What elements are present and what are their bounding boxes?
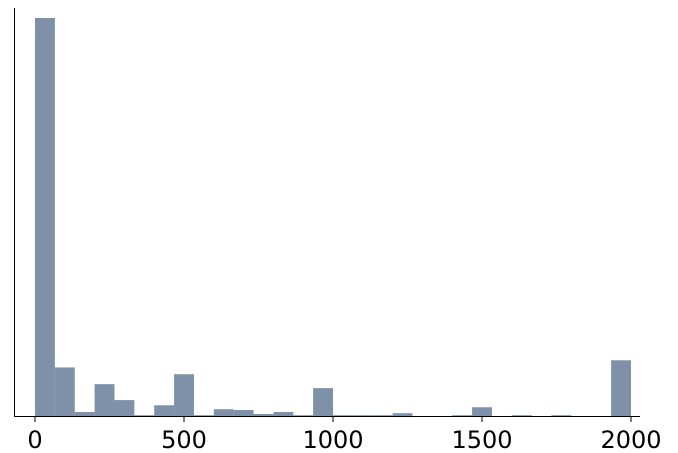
histogram-bar [273,412,294,416]
histogram-bar [253,414,274,416]
histogram-bar [94,384,115,416]
x-axis-ticks: 0 500 1000 1500 2000 [27,416,662,453]
histogram-bar [35,18,55,416]
histogram-bar [313,388,333,416]
histogram-bar [154,405,175,416]
histogram-bar [114,400,135,416]
x-tick-label: 2000 [600,426,661,453]
histogram-bar [54,367,75,416]
histogram-bar [174,374,194,416]
histogram-bar [352,415,373,416]
histogram-bar [213,409,234,416]
histogram-bar [372,415,393,416]
histogram-bar [511,415,532,416]
histogram-bar [193,415,214,416]
histogram-bar [472,407,492,416]
histogram-bar [74,412,95,416]
histogram-bar [551,415,572,416]
x-tick-label: 0 [27,426,42,453]
histogram-bar [392,413,413,416]
histogram-bar [611,360,631,416]
histogram-bar [333,415,353,416]
histogram-bar [233,410,254,416]
x-tick-label: 1000 [302,426,363,453]
x-tick-label: 1500 [451,426,512,453]
histogram-bar [134,415,155,416]
x-tick-label: 500 [161,426,207,453]
histogram-bars [35,18,631,416]
histogram-bar [293,415,314,416]
histogram-bar [452,415,473,416]
